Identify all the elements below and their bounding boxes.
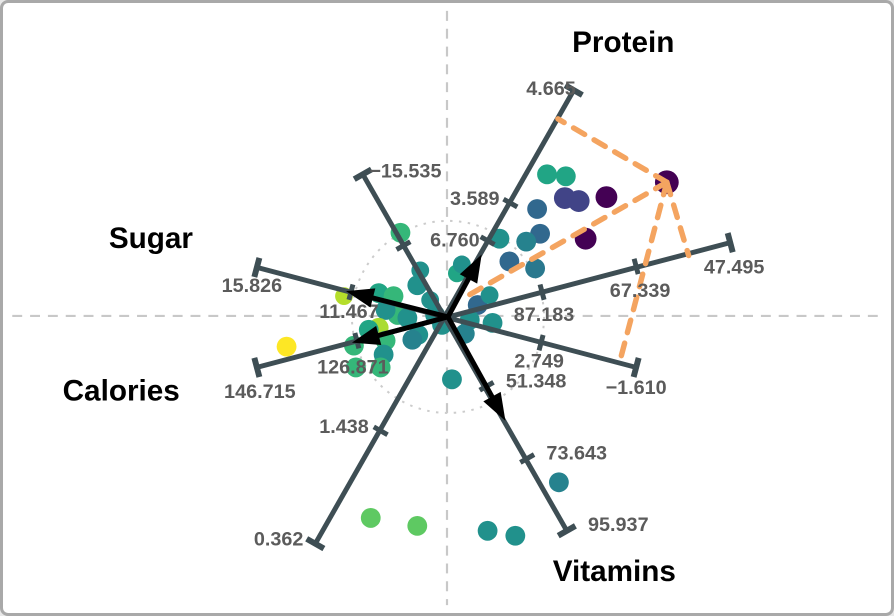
calories-axis-tick <box>631 258 641 275</box>
vitamins-axis-tick <box>519 452 536 465</box>
calories-axis-tick-label: 47.495 <box>704 256 765 278</box>
calories-axis-title: Calories <box>63 375 180 408</box>
calories-axis-tick-label: 146.715 <box>224 381 296 403</box>
data-point[interactable] <box>505 525 526 546</box>
vitamins-axis-title: Vitamins <box>553 555 676 588</box>
protein-loading-arrow-shaft <box>445 272 474 319</box>
data-point[interactable] <box>370 357 391 378</box>
hub-connector-line <box>664 179 692 259</box>
data-point[interactable] <box>442 369 462 390</box>
data-point[interactable] <box>537 164 557 185</box>
protein-axis-tick <box>502 196 519 210</box>
calories-loading-arrow-head <box>351 325 382 346</box>
data-point[interactable] <box>555 166 576 187</box>
vitamins-axis-tick-label: 73.643 <box>546 443 607 465</box>
sugar-loading-arrow-head <box>345 288 376 308</box>
sugar-axis-tick-label: 11.467 <box>319 301 378 323</box>
sugar-axis-endcap <box>630 357 642 378</box>
sugar-axis-tick-label: −1.610 <box>606 377 667 399</box>
vitamins-axis-tick-label: −15.535 <box>369 160 441 182</box>
calories-axis-endcap <box>251 357 263 378</box>
data-point[interactable] <box>402 329 423 350</box>
data-point[interactable] <box>397 308 418 328</box>
data-point[interactable] <box>360 508 381 528</box>
data-point[interactable] <box>527 199 548 219</box>
data-point[interactable] <box>548 472 569 493</box>
calories-axis-tick-label: 87.183 <box>514 304 575 326</box>
protein-axis-endcap <box>563 82 584 98</box>
sugar-axis-tick-label: 15.826 <box>222 275 283 297</box>
protein-axis-tick-label: 1.438 <box>319 416 369 438</box>
hub-connector-line <box>555 116 670 185</box>
calories-axis-tick-label: 126.871 <box>317 356 389 378</box>
vitamins-axis-line <box>360 173 569 533</box>
protein-loading-arrow-head <box>459 254 482 284</box>
vitamins-axis-tick-label: 51.348 <box>506 370 567 392</box>
unit-circle <box>350 219 546 414</box>
vitamins-axis-endcap <box>556 523 577 539</box>
vitamins-axis-tick-label: 95.937 <box>588 514 649 536</box>
protein-axis-title: Protein <box>572 26 674 59</box>
data-point[interactable] <box>595 186 618 208</box>
protein-axis-endcap <box>305 536 326 552</box>
star-plot-canvas: 0.362 1.438 6.760 3.589 4.665 Protein 15.826 11… <box>12 10 882 606</box>
protein-axis-tick <box>479 234 496 247</box>
data-point[interactable] <box>525 258 546 279</box>
data-point[interactable] <box>345 357 366 378</box>
calories-loading-arrow-shaft <box>372 314 449 340</box>
data-point[interactable] <box>516 231 537 252</box>
sugar-axis-endcap <box>251 257 263 278</box>
protein-axis-tick-label: 6.760 <box>430 230 480 252</box>
protein-axis-tick <box>372 424 389 437</box>
vitamins-loading-arrow-shaft <box>445 315 498 404</box>
vitamins-axis-tick <box>395 239 412 252</box>
calories-axis-line <box>256 240 731 370</box>
data-point[interactable] <box>567 190 590 212</box>
sugar-loading-arrow-shaft <box>366 294 449 320</box>
data-point[interactable] <box>407 515 428 536</box>
calories-axis-tick <box>537 283 547 301</box>
vitamins-axis-endcap <box>352 166 373 182</box>
vitamins-loading-arrow-head <box>483 391 506 421</box>
protein-axis-tick-label: 3.589 <box>450 188 500 210</box>
calories-axis-tick-label: 67.339 <box>610 280 671 302</box>
sugar-axis-title: Sugar <box>109 222 194 255</box>
data-point[interactable] <box>480 286 499 305</box>
hub-connector-line <box>616 179 670 367</box>
protein-axis-tick-label: 4.665 <box>526 78 576 100</box>
protein-axis-tick-label: 0.362 <box>254 529 304 551</box>
hub-connector-line <box>459 179 670 302</box>
calories-axis-endcap <box>724 232 736 253</box>
data-point[interactable] <box>276 336 297 357</box>
data-point[interactable] <box>477 520 498 541</box>
sugar-axis-tick <box>536 334 546 351</box>
sugar-axis-tick-label: 2.749 <box>514 350 564 372</box>
